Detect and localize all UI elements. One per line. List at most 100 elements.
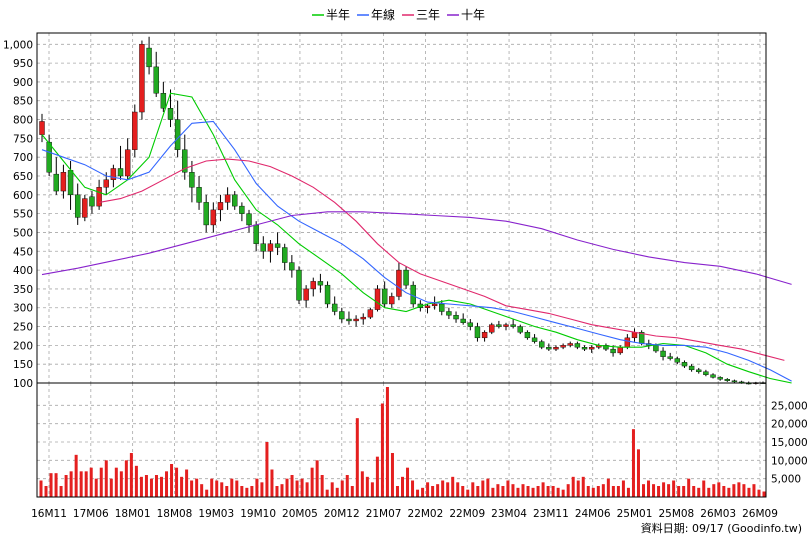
candle-body-11 [117,168,124,177]
candle-body-24 [210,209,217,226]
candle-body-67 [517,326,523,333]
x-axis-labels: 16M11 17M06 18M01 18M08 19M03 19M10 20M05 20M12… [31,508,778,520]
volume-bar-19 [134,465,138,497]
price-tick-label-13: 350 [13,284,33,296]
volume-tick-label-3: 10,000 [771,455,808,467]
candle-body-54 [424,305,431,308]
candle-body-87 [660,350,666,357]
volume-bar-130 [692,486,696,497]
price-tick-label-1: 950 [13,58,33,70]
candle-body-8 [96,187,102,207]
candles [39,36,766,385]
volume-bar-29 [185,469,189,497]
candle-body-10 [110,168,117,180]
price-tick-label-4: 800 [13,115,33,127]
volume-bar-18 [129,453,133,497]
volume-bar-142 [752,484,756,497]
volume-bar-129 [687,478,691,497]
price-tick-label-6: 700 [13,152,33,164]
price-frame [36,32,767,384]
volume-bar-96 [521,484,525,497]
volume-bar-15 [114,467,118,497]
price-tick-label-12: 400 [13,265,33,277]
candle-body-20 [182,149,188,173]
volume-bar-32 [200,484,204,497]
volume-bar-34 [210,478,214,497]
volume-bar-40 [240,486,244,497]
legend-label-2: 三年 [416,8,440,22]
volume-bar-47 [275,486,279,497]
volume-bar-125 [667,484,671,497]
volume-bar-91 [496,484,500,497]
candle-body-95 [717,377,723,380]
volume-bar-2 [49,473,53,497]
price-axis-labels: 1,000 950 900 850 800 750 700 650 600 550 500 450 40… [3,39,33,390]
volume-bar-124 [662,482,666,497]
candle-body-91 [688,365,695,371]
x-tick-label-11: 23M04 [491,508,527,520]
candle-body-76 [581,347,588,350]
volume-bar-54 [310,467,314,497]
volume-tick-label-2: 15,000 [771,437,808,449]
volume-bar-30 [190,480,194,497]
volume-axis-labels: 25,000 20,000 15,000 10,000 5,000 [771,400,808,485]
price-tick-label-11: 450 [13,246,33,258]
volume-bar-75 [416,489,420,497]
candle-body-60 [467,322,474,327]
volume-bar-73 [406,467,410,497]
volume-bar-89 [486,478,490,497]
candle-body-33 [274,243,281,248]
volume-bar-131 [697,487,701,497]
volume-bar-6 [69,471,73,497]
price-tick-label-2: 900 [13,77,33,89]
volume-tick-label-4: 5,000 [771,474,801,486]
volume-bar-61 [345,475,349,497]
candle-body-14 [139,44,145,113]
candle-body-92 [696,369,702,372]
price-tick-label-5: 750 [13,133,33,145]
volume-bar-23 [154,475,158,497]
volume-bar-92 [501,486,505,497]
volume-bar-122 [652,484,656,497]
ma-year-line [41,120,792,382]
volume-bar-63 [355,418,359,497]
candle-body-40 [324,284,331,305]
volume-bar-111 [596,486,600,497]
volume-tick-label-1: 20,000 [771,419,808,431]
price-grid [37,33,766,384]
volume-bar-56 [320,475,324,497]
candle-body-93 [703,371,709,375]
volume-bar-84 [461,486,465,497]
candle-body-2 [53,173,59,192]
candle-body-89 [674,358,681,363]
candle-body-46 [367,309,374,318]
candle-body-70 [539,341,545,348]
volume-bar-100 [541,482,545,497]
moving-average-lines [41,92,792,384]
candle-body-44 [353,318,359,322]
x-tick-label-9: 22M02 [408,508,444,520]
volume-bar-45 [265,442,269,497]
candle-body-72 [553,347,559,350]
x-tick-label-10: 22M09 [449,508,485,520]
candle-body-27 [232,194,238,207]
candle-body-81 [617,347,623,354]
plot-frames [36,32,767,498]
price-tick-label-3: 850 [13,96,33,108]
candle-body-12 [124,149,131,177]
candle-body-41 [331,303,338,312]
volume-bar-49 [285,478,289,497]
volume-bar-13 [104,460,108,497]
candle-body-21 [189,172,195,188]
candle-body-13 [132,111,138,150]
candle-body-88 [667,356,673,359]
candle-body-66 [510,324,516,327]
volume-bar-44 [260,482,264,497]
volume-bar-141 [747,487,751,497]
volume-bar-46 [270,469,274,497]
volume-bar-86 [471,482,475,497]
volume-bar-8 [79,471,83,497]
volume-bar-66 [370,482,374,497]
volume-bar-118 [631,429,635,497]
